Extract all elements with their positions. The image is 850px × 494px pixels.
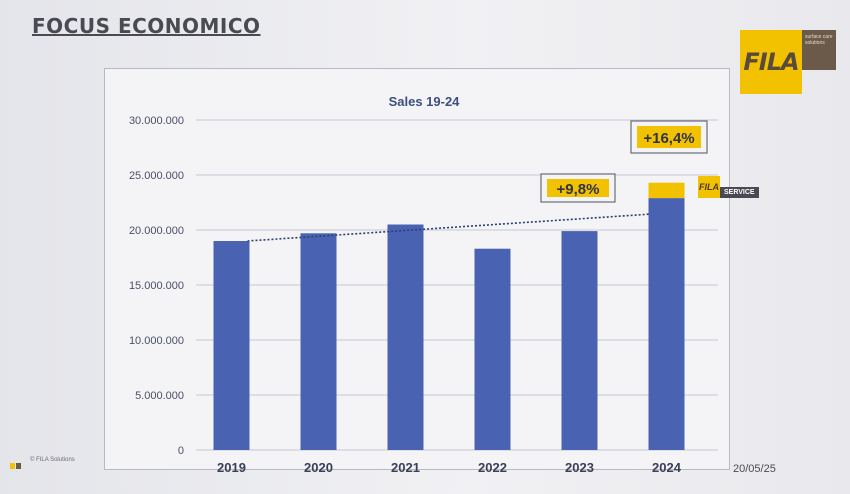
x-tick-label: 2022 (478, 460, 507, 475)
y-tick-label: 5.000.000 (135, 390, 184, 402)
chart-title: Sales 19-24 (389, 94, 461, 109)
bar-2021 (387, 224, 424, 450)
callout-label: +16,4% (643, 130, 694, 147)
footer-logo-icon (10, 456, 22, 469)
y-tick-label: 15.000.000 (129, 280, 184, 292)
bar-2024 (648, 198, 685, 450)
bar-2019 (213, 241, 250, 450)
callout-highlight (547, 179, 609, 197)
bar-2020 (300, 233, 337, 450)
fila-logo: FILA (740, 30, 802, 94)
trendline (247, 213, 651, 242)
callout-highlight (637, 126, 701, 148)
x-tick-label: 2023 (565, 460, 594, 475)
service-label: SERVICE (720, 187, 759, 198)
x-tick-label: 2021 (391, 460, 420, 475)
y-tick-label: 20.000.000 (129, 225, 184, 237)
bar-2023 (561, 231, 598, 450)
bar-service-2024 (648, 182, 685, 199)
x-tick-label: 2019 (217, 460, 246, 475)
bar-2022 (474, 248, 511, 450)
callout-label: +9,8% (557, 181, 600, 198)
logo-tagline-panel: surface care solutions (802, 30, 836, 70)
y-tick-label: 10.000.000 (129, 335, 184, 347)
y-tick-label: 30.000.000 (129, 115, 184, 127)
y-tick-label: 0 (178, 445, 184, 457)
footer-copyright: © FILA Solutions (30, 457, 75, 463)
logo-text: FILA (743, 48, 799, 76)
page-title: FOCUS ECONOMICO (32, 14, 261, 38)
service-mark: FILA (698, 176, 720, 198)
footer-date: 20/05/25 (733, 463, 776, 475)
service-badge: FILA SERVICE (698, 176, 759, 198)
x-tick-label: 2024 (652, 460, 682, 475)
y-tick-label: 25.000.000 (129, 170, 184, 182)
logo-tagline: surface care solutions (805, 34, 833, 46)
x-tick-label: 2020 (304, 460, 333, 475)
